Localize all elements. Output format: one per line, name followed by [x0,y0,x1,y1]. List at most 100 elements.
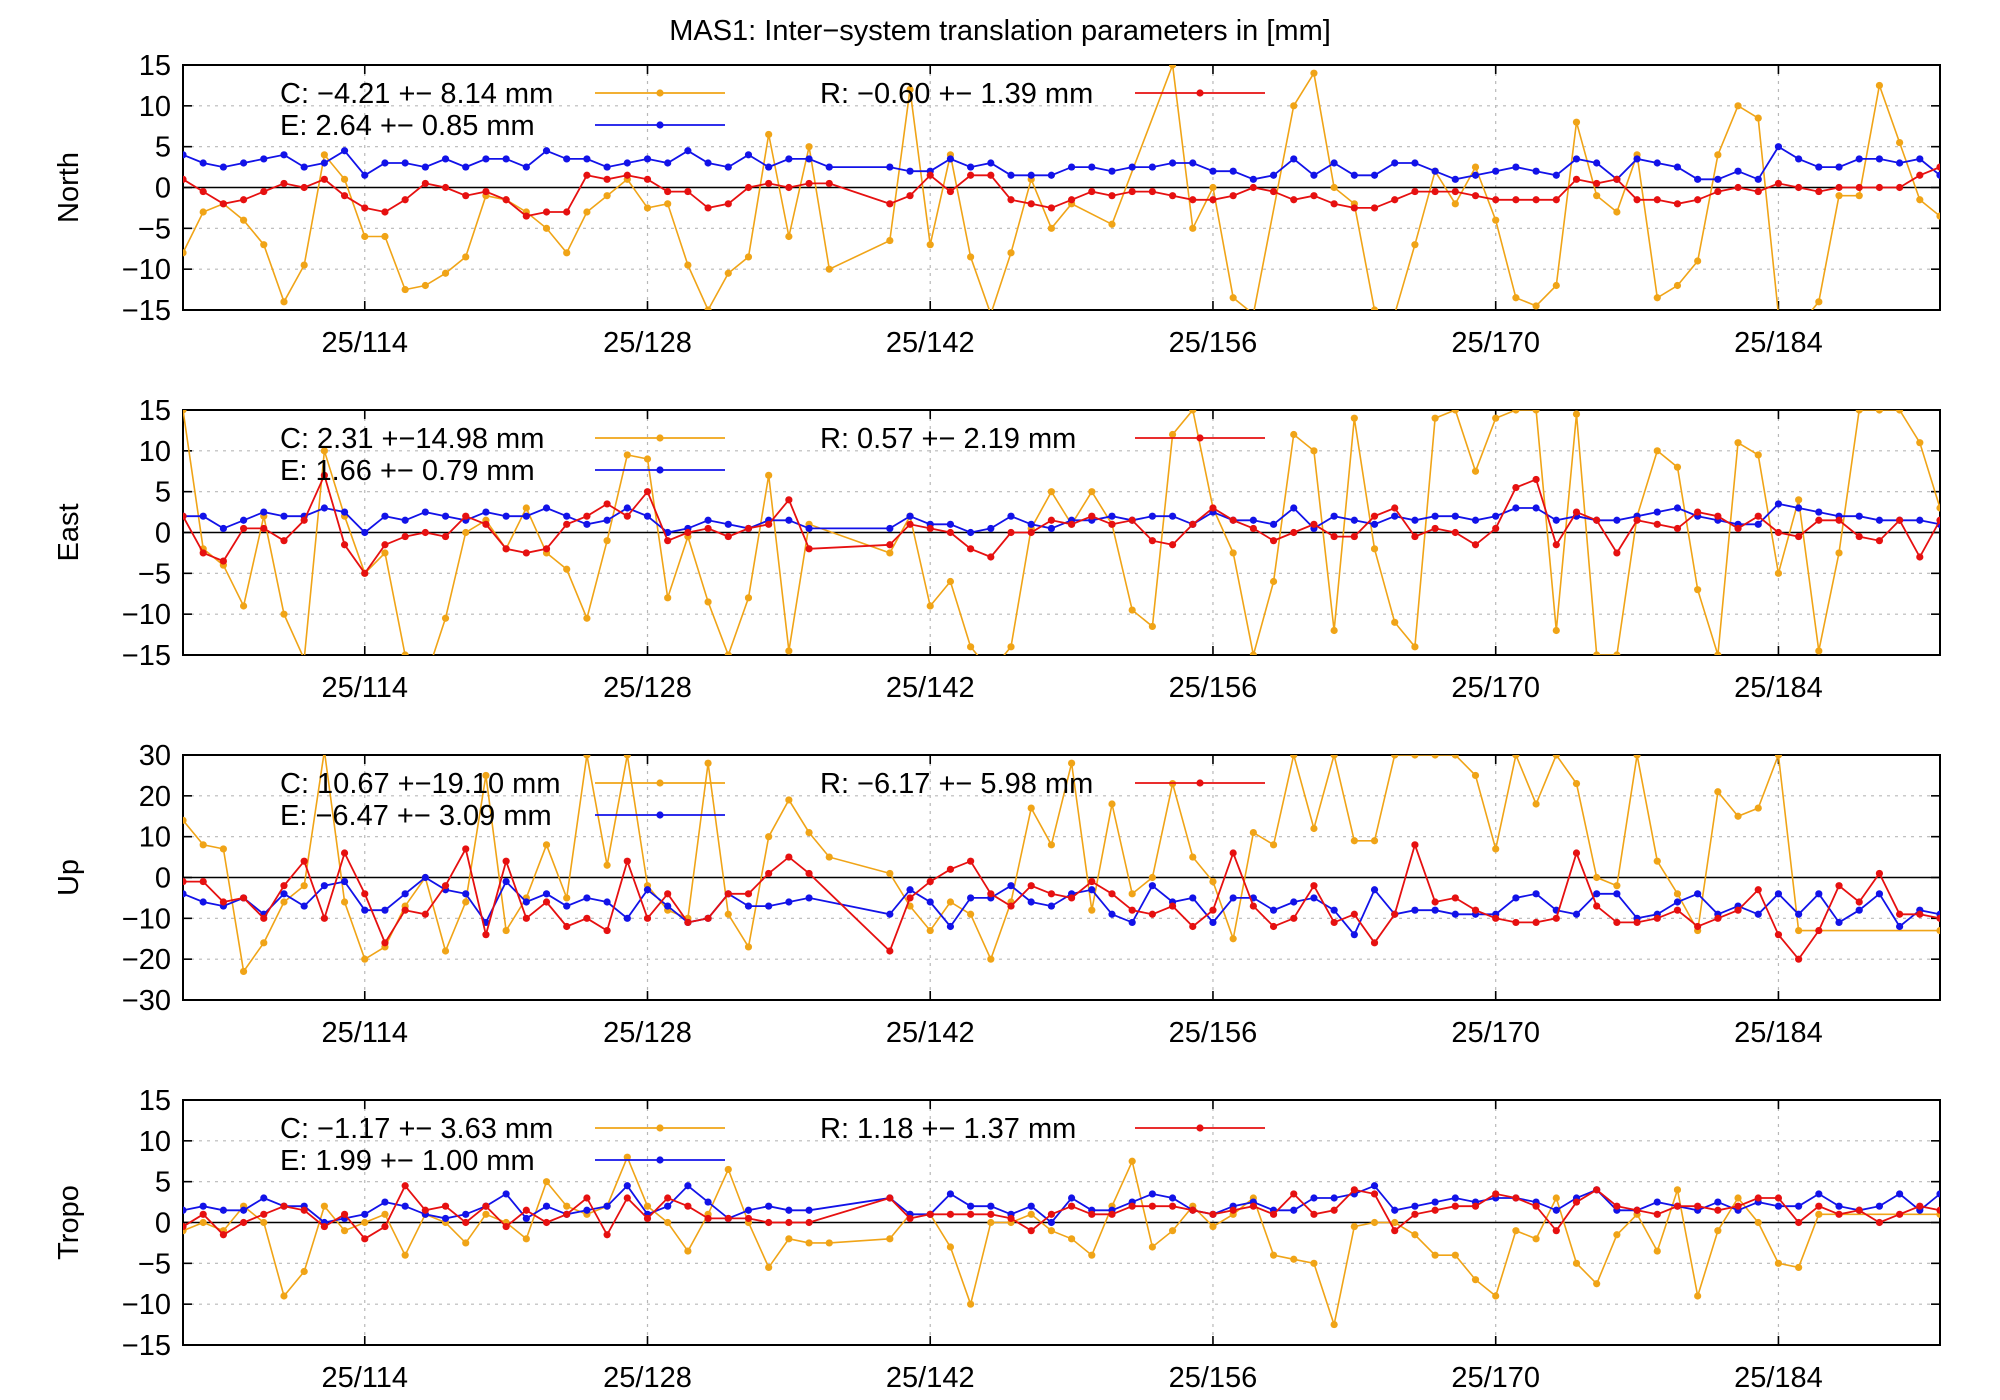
data-point-R [1088,512,1096,520]
data-point-R [1936,914,1940,922]
data-point-E [1795,910,1803,918]
data-point-E [522,898,530,906]
data-point-R [1290,528,1298,537]
data-point-E [704,1198,712,1206]
data-point-C [1108,800,1116,808]
data-point-R [583,1194,591,1202]
data-point-C [1209,877,1217,886]
data-point-C [1754,451,1762,459]
data-point-C [684,261,692,269]
data-point-E [603,516,611,524]
data-point-E [1128,163,1136,171]
data-point-C [1310,1259,1318,1267]
data-point-C [1653,857,1661,865]
data-point-C [1088,1251,1096,1259]
data-point-R [1027,882,1035,890]
data-point-E [785,898,793,906]
data-point-R [946,865,955,873]
data-point-R [1653,914,1661,922]
data-point-E [1916,516,1924,524]
data-point-E [300,163,308,171]
data-point-E [340,508,349,516]
data-point-C [1431,414,1439,422]
data-point-C [1653,294,1661,302]
data-point-R [421,179,429,188]
data-point-R [401,1182,409,1190]
data-point-R [1431,187,1439,196]
data-point-E [1290,155,1298,163]
data-point-C [1512,1227,1520,1235]
data-point-C [623,1153,631,1161]
data-point-R [1552,914,1560,922]
data-point-R [1108,520,1116,528]
data-point-R [744,890,753,898]
data-point-E [1431,1198,1439,1206]
data-point-R [1067,894,1076,902]
data-point-C [1007,249,1015,257]
data-point-E [1290,1206,1298,1214]
data-point-E [967,1202,975,1210]
data-point-R [1795,1218,1803,1227]
data-point-R [1330,200,1338,208]
data-point-E [1007,171,1015,179]
data-point-R [785,183,793,192]
data-point-E [1613,890,1621,898]
data-point-R [1492,914,1500,922]
data-point-R [1532,1202,1540,1210]
data-point-R [1855,532,1863,541]
data-point-C [583,208,591,216]
data-point-E [1047,1218,1056,1227]
data-point-E [1774,143,1783,151]
data-point-C [199,1218,207,1227]
data-point-R [482,187,490,196]
data-point-R [462,512,470,520]
data-point-C [1189,224,1197,232]
data-point-C [1896,138,1904,147]
data-point-R [542,208,551,216]
data-point-R [1673,200,1682,208]
y-tick-label: −5 [138,558,171,590]
data-point-C [300,1267,308,1276]
data-point-R [1451,187,1459,196]
data-point-C [664,594,672,602]
data-point-C [1451,410,1459,414]
data-point-R [1936,163,1940,171]
data-point-R [1471,541,1480,549]
data-point-R [1815,187,1823,196]
data-point-C [1835,192,1843,200]
y-tick-label: 0 [155,173,171,205]
data-point-E [724,163,732,171]
data-point-E [906,512,914,520]
data-point-E [1290,504,1298,512]
data-point-R [1047,1210,1056,1218]
data-point-C [1451,1251,1459,1259]
data-point-E [1774,500,1783,508]
data-point-R [583,171,591,179]
data-point-E [1896,1190,1904,1198]
data-point-R [1007,902,1015,910]
data-point-R [946,187,955,196]
data-point-C [603,537,611,545]
data-point-E [1936,1190,1940,1198]
data-point-E [1471,516,1480,524]
data-point-E [1875,890,1884,898]
data-point-C [1330,183,1338,192]
data-point-R [684,918,692,927]
data-point-C [1250,310,1257,317]
data-point-R [1431,1206,1439,1214]
data-point-R [926,1210,934,1218]
data-point-C [401,1251,409,1259]
data-point-E [280,890,288,898]
data-point-R [1673,906,1682,914]
data-point-R [1148,910,1156,918]
data-point-C [1249,651,1257,655]
data-point-E [1552,1206,1560,1214]
data-point-R [1007,196,1015,204]
data-point-R [1189,1206,1197,1214]
data-point-C [623,451,631,459]
data-point-R [926,171,934,179]
data-point-R [1229,516,1237,524]
data-point-C [260,241,268,249]
data-point-C [664,1218,672,1227]
data-point-R [1754,187,1762,196]
